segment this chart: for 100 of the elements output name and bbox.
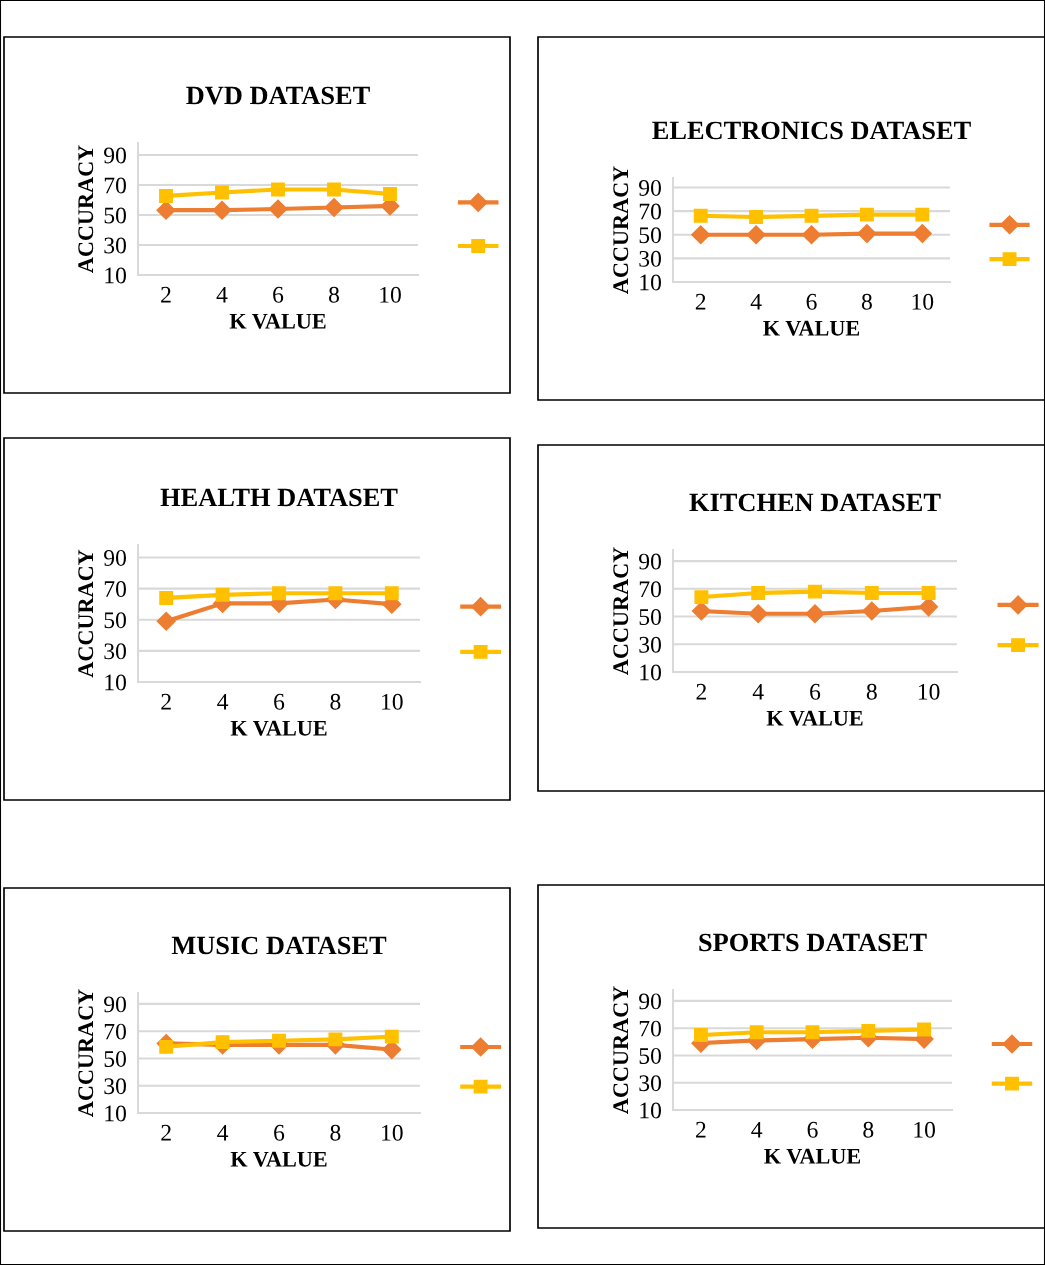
x-axis-title: K VALUE <box>764 1148 861 1164</box>
point <box>691 225 711 245</box>
point <box>912 224 932 244</box>
y-axis-title: ACCURACY <box>78 549 94 678</box>
point <box>324 197 344 218</box>
x-tick-label: 8 <box>866 683 877 700</box>
point <box>272 586 286 601</box>
y-tick-label: 70 <box>639 581 661 598</box>
x-tick-label: 2 <box>695 293 706 310</box>
point <box>156 611 176 631</box>
y-tick-label: 10 <box>640 274 661 291</box>
y-tick-label: 50 <box>639 227 661 244</box>
chart-title: HEALTH DATASET <box>160 488 398 507</box>
x-tick-label: 4 <box>752 683 764 700</box>
point <box>857 224 877 244</box>
point <box>159 590 174 605</box>
x-tick-label: 8 <box>330 693 341 710</box>
x-axis-title: K VALUE <box>230 1151 327 1167</box>
y-tick-label: 30 <box>639 250 661 267</box>
y-tick-label: 50 <box>104 612 126 629</box>
point <box>693 1028 708 1042</box>
point <box>691 601 711 621</box>
y-tick-label: 50 <box>104 207 126 224</box>
x-axis-title: K VALUE <box>230 720 327 736</box>
x-axis-title: K VALUE <box>763 320 860 336</box>
point <box>805 1025 820 1040</box>
y-tick-label: 30 <box>104 643 126 660</box>
point <box>919 597 939 617</box>
point <box>751 586 766 600</box>
point <box>917 1022 932 1037</box>
x-tick-label: 2 <box>161 1124 171 1141</box>
point <box>864 586 879 600</box>
y-tick-label: 30 <box>639 1075 661 1092</box>
y-axis-title: ACCURACY <box>613 547 629 675</box>
point <box>921 586 936 600</box>
x-tick-label: 8 <box>863 1121 874 1138</box>
x-tick-label: 6 <box>806 293 817 310</box>
point <box>749 1025 764 1040</box>
x-tick-label: 6 <box>807 1121 818 1138</box>
y-tick-label: 90 <box>639 179 661 196</box>
point <box>328 586 343 601</box>
y-tick-label: 70 <box>639 203 661 220</box>
point <box>327 182 341 197</box>
point <box>693 208 708 223</box>
chart-title: ELECTRONICS DATASET <box>652 121 971 140</box>
x-tick-label: 10 <box>912 293 934 310</box>
y-tick-label: 10 <box>105 267 126 284</box>
y-tick-label: 50 <box>639 609 661 625</box>
y-axis-title: ACCURACY <box>78 145 94 273</box>
y-tick-label: 30 <box>104 1078 126 1095</box>
x-axis-title: K VALUE <box>766 710 863 726</box>
point <box>328 1032 343 1047</box>
x-tick-label: 8 <box>861 293 872 310</box>
point <box>271 182 285 197</box>
point <box>808 584 822 599</box>
x-tick-label: 10 <box>382 1124 403 1141</box>
x-tick-label: 10 <box>380 286 401 303</box>
x-tick-label: 4 <box>751 1121 763 1138</box>
y-axis-title: ACCURACY <box>78 989 94 1117</box>
point <box>805 604 825 624</box>
y-tick-label: 10 <box>640 1102 661 1119</box>
x-tick-label: 2 <box>161 693 171 710</box>
point <box>383 187 397 201</box>
point <box>272 1033 286 1048</box>
y-tick-label: 30 <box>104 237 126 254</box>
point <box>215 185 229 200</box>
x-tick-label: 6 <box>810 683 821 700</box>
x-tick-label: 6 <box>274 1124 285 1141</box>
point <box>746 225 766 245</box>
point <box>384 1029 399 1044</box>
point <box>268 199 288 219</box>
x-tick-label: 6 <box>274 693 285 710</box>
x-tick-label: 4 <box>217 693 229 710</box>
x-tick-label: 8 <box>329 286 339 303</box>
point <box>801 225 822 245</box>
y-tick-label: 90 <box>104 996 126 1013</box>
y-tick-label: 50 <box>639 1047 661 1064</box>
y-tick-label: 50 <box>104 1050 126 1067</box>
y-tick-label: 10 <box>640 664 661 681</box>
x-tick-label: 4 <box>750 293 762 310</box>
point <box>159 1039 174 1054</box>
point <box>804 208 819 223</box>
chart-title: KITCHEN DATASET <box>689 493 941 512</box>
y-tick-label: 90 <box>104 549 126 566</box>
y-tick-label: 30 <box>639 636 661 653</box>
x-tick-label: 2 <box>696 1121 706 1138</box>
chart-title: MUSIC DATASET <box>171 936 387 955</box>
y-tick-label: 70 <box>104 1023 126 1040</box>
x-tick-label: 4 <box>217 1124 229 1141</box>
y-tick-label: 90 <box>639 993 661 1010</box>
point <box>156 200 176 220</box>
point <box>215 587 230 602</box>
point <box>749 210 764 224</box>
y-tick-label: 90 <box>104 147 126 164</box>
point <box>212 200 232 220</box>
x-tick-label: 4 <box>216 286 228 303</box>
chart-title: SPORTS DATASET <box>699 933 927 952</box>
point <box>861 1023 876 1038</box>
y-axis-title: ACCURACY <box>613 166 629 294</box>
y-tick-label: 70 <box>639 1020 661 1037</box>
